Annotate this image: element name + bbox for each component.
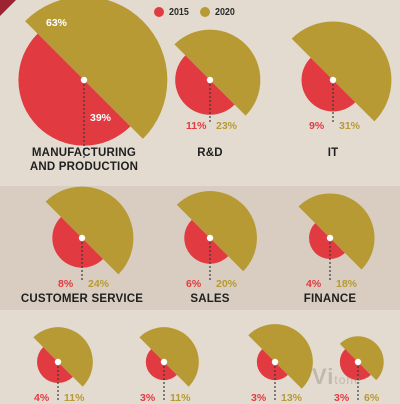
value-label-2015: 3%: [251, 392, 267, 404]
center-dot: [206, 76, 214, 84]
semicircle-2015: [145, 349, 177, 381]
value-label-2015: 9%: [309, 120, 325, 132]
watermark: Vitone: [312, 364, 362, 389]
legend-label-2020: 2020: [215, 6, 236, 18]
value-label-2020: 24%: [88, 278, 110, 290]
category-label: IT: [327, 147, 339, 159]
center-dot: [160, 358, 168, 366]
category-label: CUSTOMER SERVICE: [20, 293, 144, 305]
semicircle-2020: [291, 21, 392, 122]
semicircle-2015: [37, 347, 73, 383]
corner-accent: [0, 0, 16, 16]
center-dot: [329, 76, 337, 84]
value-label-2020: 31%: [339, 120, 361, 132]
value-label-2015: 3%: [334, 392, 350, 404]
semicircle-2015: [18, 33, 131, 146]
value-label-2020: 11%: [170, 392, 191, 404]
semicircle-2015: [301, 57, 356, 112]
value-label-2015: 8%: [58, 278, 74, 290]
value-label-2020: 63%: [46, 17, 68, 29]
semicircle-2020: [298, 193, 375, 270]
category-label: SALES: [190, 293, 230, 305]
semicircle-2020: [176, 191, 257, 272]
value-label-2015: 4%: [306, 278, 322, 290]
center-dot: [271, 358, 279, 366]
legend-label-2015: 2015: [169, 6, 189, 18]
value-label-2015: 39%: [90, 112, 112, 124]
semicircle-2020: [45, 186, 134, 275]
semicircle-2020: [25, 0, 168, 139]
center-dot: [354, 358, 362, 366]
semicircle-2020: [339, 336, 384, 381]
semicircle-2020: [139, 327, 199, 387]
center-dot: [326, 234, 334, 242]
semicircle-2015: [184, 219, 229, 264]
value-label-2020: 20%: [216, 278, 238, 290]
value-label-2020: 13%: [281, 392, 303, 404]
semicircle-2015: [175, 55, 235, 115]
category-label: FINANCE: [303, 293, 357, 305]
value-label-2020: 6%: [364, 392, 380, 404]
semicircle-2015: [339, 349, 371, 381]
semicircle-2015: [52, 217, 103, 268]
semicircle-2015: [256, 349, 288, 381]
center-dot: [80, 76, 88, 84]
value-label-2015: 11%: [186, 120, 207, 132]
center-dot: [54, 358, 62, 366]
value-label-2015: 6%: [186, 278, 202, 290]
category-label: MANUFACTURING AND PRODUCTION: [29, 147, 139, 173]
legend-swatch-2020: [200, 7, 211, 17]
value-label-2020: 23%: [216, 120, 238, 132]
semicircle-2020: [248, 324, 313, 389]
semicircle-2020: [33, 327, 93, 387]
value-label-2015: 4%: [34, 392, 50, 404]
legend-item-2015: 2015: [154, 6, 192, 18]
value-label-2020: 11%: [64, 392, 85, 404]
semicircle-2020: [174, 29, 261, 116]
legend-item-2020: 2020: [200, 6, 238, 18]
legend: 2015 2020: [154, 4, 239, 20]
category-label: R&D: [197, 147, 223, 159]
center-dot: [206, 234, 214, 242]
value-label-2015: 3%: [140, 392, 156, 404]
legend-swatch-2015: [154, 7, 164, 17]
semicircle-2015: [309, 223, 345, 260]
center-dot: [78, 234, 86, 242]
value-label-2020: 18%: [336, 278, 358, 290]
